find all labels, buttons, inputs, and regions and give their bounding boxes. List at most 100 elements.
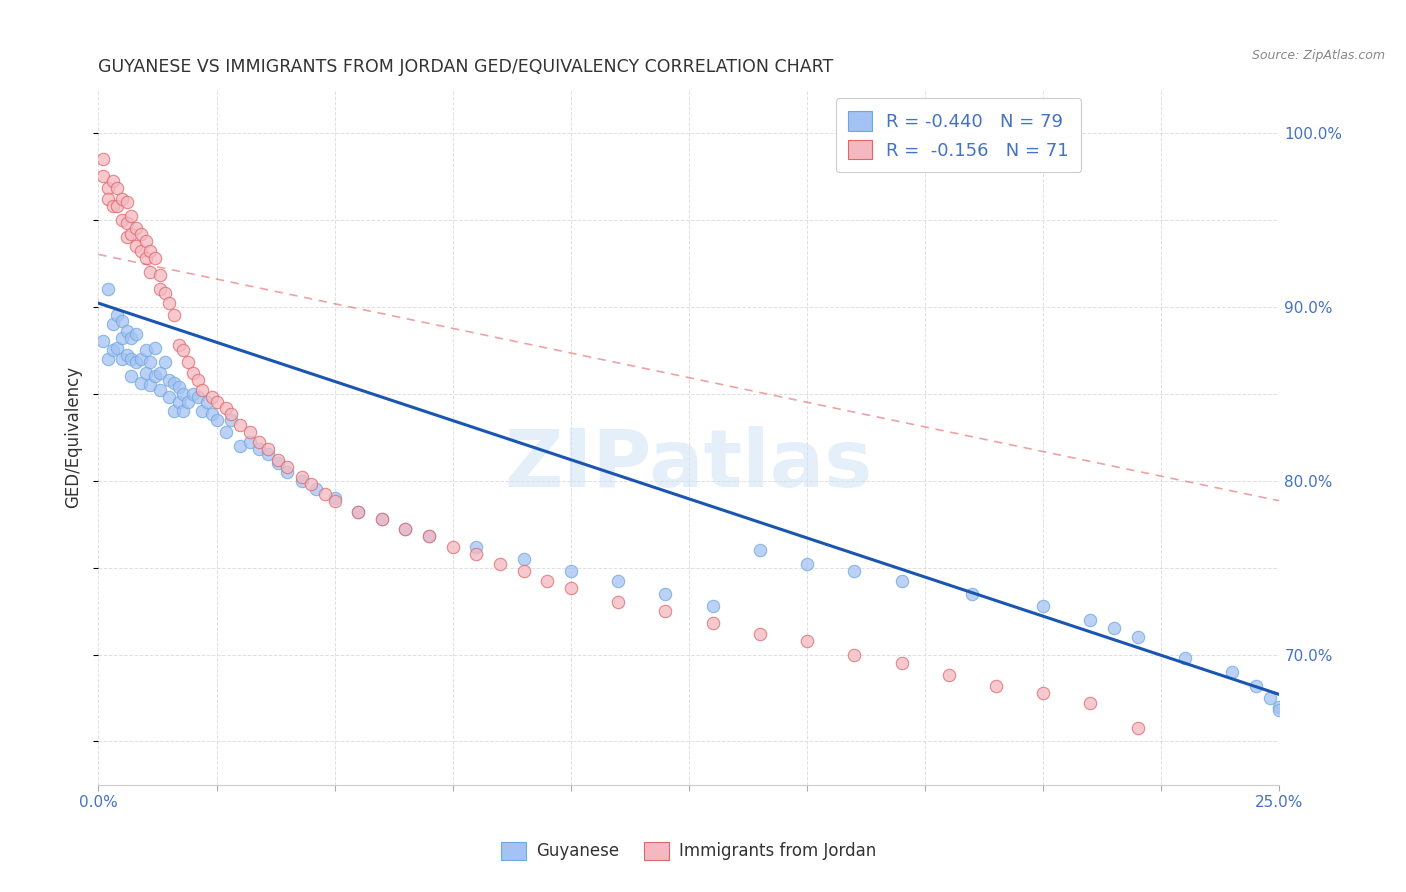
Point <box>91 169 114 183</box>
Point <box>125 327 148 342</box>
Point <box>163 308 186 322</box>
Point <box>205 395 228 409</box>
Point <box>394 522 416 536</box>
Point <box>239 425 262 439</box>
Point <box>149 282 172 296</box>
Point <box>323 491 346 505</box>
Point <box>157 296 180 310</box>
Point <box>654 604 676 618</box>
Point <box>1032 686 1054 700</box>
Point <box>371 512 394 526</box>
Point <box>191 383 214 397</box>
Point <box>115 195 138 210</box>
Point <box>181 386 204 401</box>
Point <box>143 342 166 356</box>
Point <box>290 474 312 488</box>
Point <box>121 369 143 384</box>
Point <box>191 404 214 418</box>
Point <box>1268 703 1291 717</box>
Point <box>560 564 582 578</box>
Point <box>1080 696 1102 710</box>
Point <box>97 181 120 195</box>
Point <box>219 412 242 426</box>
Point <box>121 209 143 223</box>
Point <box>149 268 172 283</box>
Point <box>748 543 770 558</box>
Point <box>135 366 157 380</box>
Point <box>305 482 328 496</box>
Point <box>111 351 134 366</box>
Point <box>163 404 186 418</box>
Point <box>129 244 152 258</box>
Point <box>153 355 176 369</box>
Point <box>748 626 770 640</box>
Point <box>1102 621 1125 635</box>
Y-axis label: GED/Equivalency: GED/Equivalency <box>65 366 83 508</box>
Point <box>239 435 262 450</box>
Point <box>1126 630 1149 644</box>
Point <box>1080 613 1102 627</box>
Point <box>167 395 190 409</box>
Point <box>394 522 416 536</box>
Point <box>347 505 370 519</box>
Point <box>101 343 124 357</box>
Point <box>229 439 252 453</box>
Point <box>135 251 157 265</box>
Point <box>560 582 582 596</box>
Point <box>1032 599 1054 613</box>
Point <box>1268 699 1291 714</box>
Point <box>172 404 194 418</box>
Point <box>149 383 172 397</box>
Point <box>257 447 280 462</box>
Point <box>121 227 143 241</box>
Point <box>314 487 336 501</box>
Point <box>290 470 312 484</box>
Point <box>143 251 166 265</box>
Point <box>215 425 238 439</box>
Point <box>938 668 960 682</box>
Point <box>1258 690 1281 705</box>
Point <box>111 331 134 345</box>
Point <box>135 343 157 357</box>
Legend: Guyanese, Immigrants from Jordan: Guyanese, Immigrants from Jordan <box>495 835 883 867</box>
Text: ZIPatlas: ZIPatlas <box>505 425 873 504</box>
Point <box>105 199 128 213</box>
Point <box>101 174 124 188</box>
Point <box>890 574 912 589</box>
Point <box>371 512 394 526</box>
Point <box>607 595 630 609</box>
Point <box>125 355 148 369</box>
Point <box>299 477 322 491</box>
Point <box>125 238 148 252</box>
Point <box>139 377 162 392</box>
Point <box>219 408 242 422</box>
Point <box>97 351 120 366</box>
Point <box>441 540 464 554</box>
Point <box>215 401 238 415</box>
Point <box>796 633 818 648</box>
Point <box>512 564 534 578</box>
Point <box>247 435 270 450</box>
Point <box>91 152 114 166</box>
Point <box>177 355 200 369</box>
Point <box>512 551 534 566</box>
Text: Source: ZipAtlas.com: Source: ZipAtlas.com <box>1251 49 1385 62</box>
Point <box>105 181 128 195</box>
Point <box>121 351 143 366</box>
Point <box>115 216 138 230</box>
Point <box>167 338 190 352</box>
Point <box>105 342 128 356</box>
Point <box>129 227 152 241</box>
Point <box>172 386 194 401</box>
Point <box>201 408 224 422</box>
Point <box>984 679 1007 693</box>
Point <box>1220 665 1243 679</box>
Point <box>111 212 134 227</box>
Point <box>115 348 138 362</box>
Point <box>139 265 162 279</box>
Point <box>195 395 218 409</box>
Point <box>101 317 124 331</box>
Point <box>229 417 252 432</box>
Point <box>323 494 346 508</box>
Point <box>167 379 190 393</box>
